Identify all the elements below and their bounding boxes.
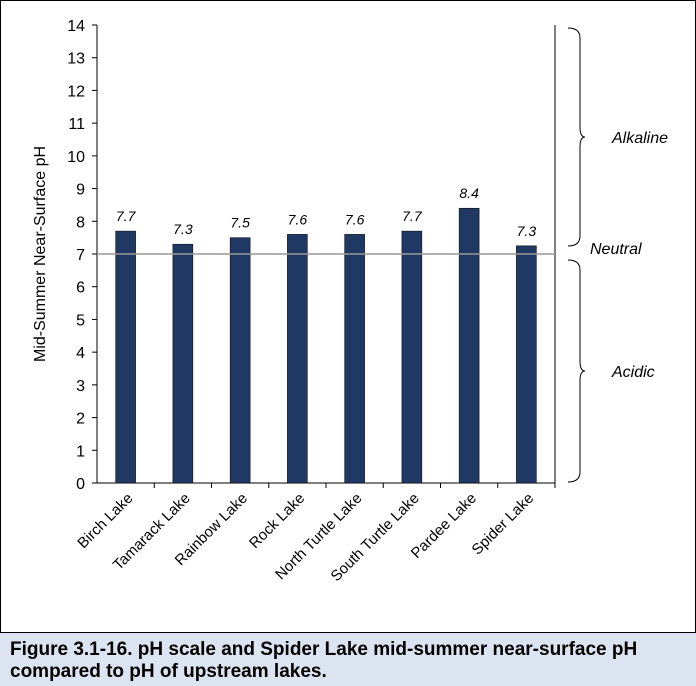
- data-label: 7.6: [345, 211, 365, 227]
- y-tick-label: 6: [76, 280, 85, 297]
- bar: [401, 230, 423, 484]
- data-label: 7.3: [517, 223, 537, 239]
- x-category-label: Rock Lake: [246, 490, 308, 552]
- figure-caption: Figure 3.1-16. pH scale and Spider Lake …: [0, 632, 696, 686]
- data-label: 7.5: [230, 215, 250, 231]
- y-tick-label: 14: [67, 18, 85, 35]
- y-tick-label: 3: [76, 378, 85, 395]
- y-tick-label: 0: [76, 476, 85, 493]
- data-label: 7.3: [173, 221, 193, 237]
- bar: [229, 237, 251, 484]
- data-label: 7.7: [402, 208, 423, 224]
- y-tick-label: 13: [67, 51, 85, 68]
- y-tick-label: 9: [76, 182, 85, 199]
- y-tick-label: 5: [76, 312, 85, 329]
- region-label-acidic: Acidic: [611, 364, 655, 381]
- region-label-alkaline: Alkaline: [611, 130, 668, 147]
- bar: [172, 243, 194, 484]
- region-label-neutral: Neutral: [590, 241, 642, 258]
- bar: [115, 230, 136, 484]
- bar: [458, 207, 480, 484]
- y-axis-title: Mid-Summer Near-Surface pH: [32, 146, 49, 362]
- x-category-label: Birch Lake: [74, 490, 136, 552]
- y-tick-label: 1: [76, 443, 85, 460]
- y-tick-label: 7: [76, 247, 85, 264]
- data-label: 8.4: [459, 185, 479, 201]
- bar: [516, 245, 537, 484]
- data-label: 7.6: [288, 211, 308, 227]
- y-tick-label: 4: [76, 345, 85, 362]
- acidic-brace: [567, 259, 586, 483]
- y-tick-label: 10: [67, 149, 85, 166]
- y-tick-label: 12: [67, 83, 85, 100]
- y-tick-label: 11: [68, 116, 85, 133]
- alkaline-brace: [567, 27, 586, 247]
- y-tick-label: 2: [76, 411, 85, 428]
- bar: [287, 234, 308, 484]
- x-category-label: Spider Lake: [469, 490, 538, 559]
- bar: [344, 234, 365, 484]
- data-label: 7.7: [116, 208, 137, 224]
- y-tick-label: 8: [76, 214, 85, 231]
